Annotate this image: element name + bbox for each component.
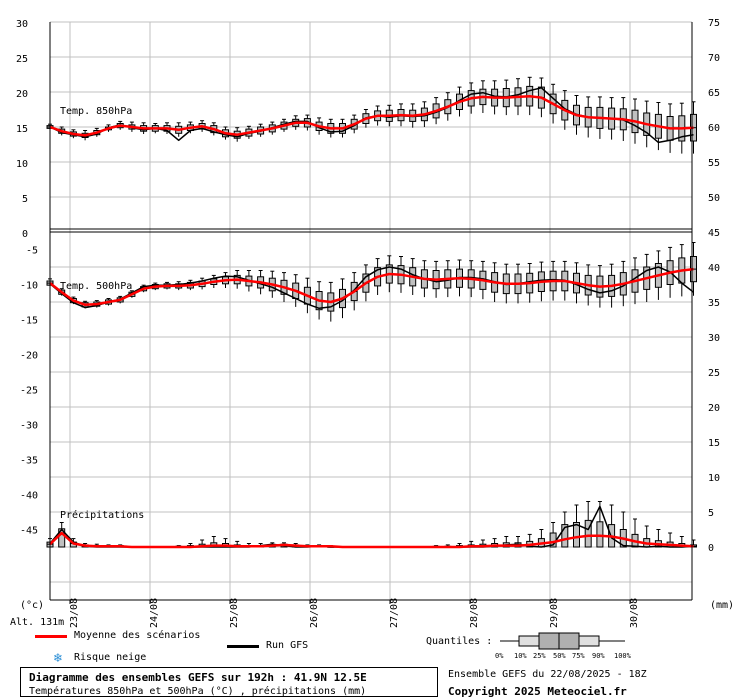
y-right-tick-label-500: 30 [708, 333, 720, 344]
mean-legend-swatch [35, 635, 67, 638]
chart-subtitle: Températures 850hPa et 500hPa (°C) , pré… [29, 686, 367, 697]
chart-axes: 302520151050-5-10-15-20-25-30-35-40-4575… [16, 18, 720, 628]
x-tick-label: 23/08 [69, 598, 80, 628]
y-right-tick-label-850: 50 [708, 193, 720, 204]
title-box: Diagramme des ensembles GEFS sur 192h : … [20, 667, 438, 697]
y-tick-label-500: -20 [20, 351, 38, 362]
run-info: Ensemble GEFS du 22/08/2025 - 18Z [448, 669, 647, 680]
altitude-label: Alt. 131m [10, 617, 65, 628]
box [573, 522, 580, 548]
y-right-tick-label-500: 35 [708, 298, 720, 309]
quantile-label: 25% [533, 652, 546, 660]
units-right: (mm) [710, 600, 735, 611]
x-tick-label: 26/08 [309, 598, 320, 628]
y-tick-label-500: -30 [20, 421, 38, 432]
x-tick-label: 30/08 [629, 598, 640, 628]
y-tick-label-500: -45 [20, 526, 38, 537]
copyright: Copyright 2025 Meteociel.fr [448, 685, 627, 698]
gfs-legend-swatch [227, 645, 259, 648]
y-right-tick-label-500: 0 [708, 543, 714, 554]
y-tick-label-500: -5 [26, 246, 38, 257]
y-right-tick-label-500: 40 [708, 263, 720, 274]
x-tick-label: 29/08 [549, 598, 560, 628]
y-right-tick-label-500: 10 [708, 473, 720, 484]
y-right-tick-label-500: 45 [708, 228, 720, 239]
y-tick-label-500: -10 [20, 281, 38, 292]
y-right-tick-label-850: 65 [708, 88, 720, 99]
units-left: (°c) [20, 600, 45, 611]
gfs-legend-label: Run GFS [266, 640, 309, 651]
x-tick-label: 24/08 [149, 598, 160, 628]
x-tick-label: 28/08 [469, 598, 480, 628]
box [561, 524, 569, 548]
y-right-tick-label-500: 15 [708, 438, 720, 449]
quantile-label: 75% [572, 652, 585, 660]
y-right-tick-label-500: 20 [708, 403, 720, 414]
y-right-tick-label-500: 25 [708, 368, 720, 379]
chart-title: Diagramme des ensembles GEFS sur 192h : … [29, 671, 367, 684]
box [596, 521, 604, 548]
y-tick-label-850: 30 [16, 19, 28, 30]
y-tick-label-500: -40 [20, 491, 38, 502]
panel-title: Temp. 500hPa [60, 281, 132, 292]
quantile-label: 90% [592, 652, 605, 660]
snow-legend-label: Risque neige [74, 652, 147, 663]
quantiles-label: Quantiles : [426, 636, 493, 647]
mean-line-500 [49, 267, 694, 307]
y-tick-label-500: -15 [20, 316, 38, 327]
mean-line-850 [49, 94, 694, 137]
y-right-tick-label-500: 5 [708, 508, 714, 519]
y-right-tick-label-850: 60 [708, 123, 720, 134]
y-tick-label-500: -35 [20, 456, 38, 467]
y-tick-label-850: 20 [16, 89, 28, 100]
x-tick-label: 27/08 [389, 598, 400, 628]
panel-title: Temp. 850hPa [60, 106, 132, 117]
quantiles-legend-box [500, 632, 625, 650]
quantile-label: 100% [614, 652, 631, 660]
y-tick-label-850: 10 [16, 159, 28, 170]
box [584, 519, 592, 548]
y-tick-label-850: 25 [16, 54, 28, 65]
mean-legend-label: Moyenne des scénarios [74, 630, 201, 641]
y-right-tick-label-850: 70 [708, 53, 720, 64]
snowflake-icon: ❄ [53, 651, 64, 665]
y-tick-label-500: -25 [20, 386, 38, 397]
y-tick-label-850: 5 [22, 194, 28, 205]
quantile-label: 10% [514, 652, 527, 660]
x-tick-label: 25/08 [229, 598, 240, 628]
quantile-label: 50% [553, 652, 566, 660]
chart-lines [49, 87, 694, 549]
quantile-label: 0% [495, 652, 504, 660]
y-right-tick-label-850: 55 [708, 158, 720, 169]
gfs-line-500 [49, 266, 694, 310]
panel-title: Précipitations [60, 509, 144, 521]
y-tick-label-850: 0 [22, 229, 28, 240]
y-right-tick-label-850: 75 [708, 18, 720, 29]
mean-line-precip [49, 531, 694, 549]
y-tick-label-850: 15 [16, 124, 28, 135]
